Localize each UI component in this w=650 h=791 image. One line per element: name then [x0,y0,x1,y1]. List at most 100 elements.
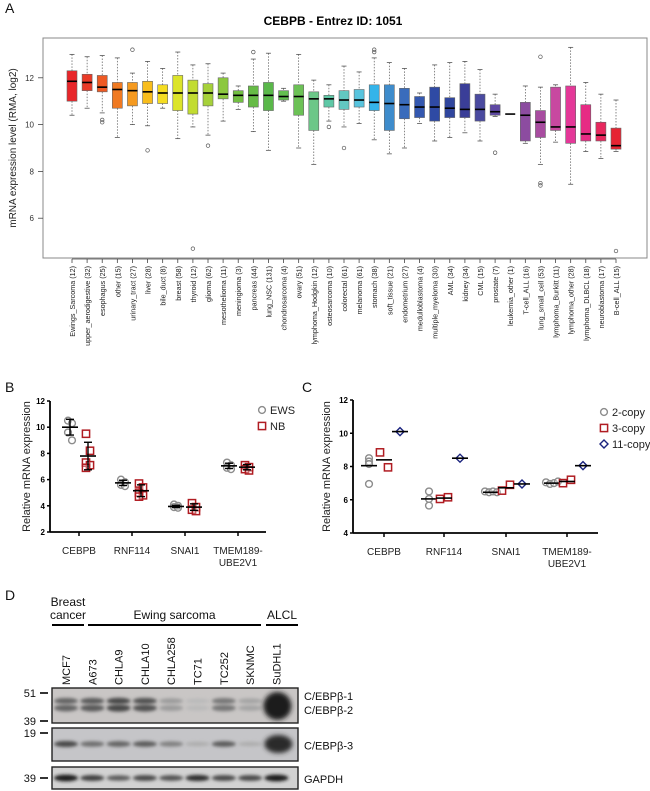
blot-gapdh: 39 GAPDH [24,766,343,790]
group-label: Breast [51,595,86,609]
data-point [81,463,91,473]
data-point [424,494,434,504]
y-tick-label: 8 [30,167,35,176]
data-point [244,466,254,475]
box-22 [399,68,410,149]
y-tick-label: 4 [344,529,349,538]
box-24 [429,64,440,142]
band [238,741,263,747]
x-tick-label: Ewings_Sarcoma (12) [68,266,77,337]
box-17 [323,84,335,130]
mw-marker-label: 39 [24,773,36,785]
data-point [492,488,502,497]
box-9 [202,63,214,148]
data-point [134,492,144,501]
x-tick-label: osteosarcoma (10) [325,266,334,326]
box-body [399,88,410,120]
box-body [157,84,168,104]
blot-membrane [51,687,299,724]
data-point [541,478,551,487]
band [211,698,236,704]
band [106,741,131,747]
legend: 2-copy 3-copy 11-copy [599,407,650,451]
data-point [480,487,490,496]
y-tick-label: 12 [25,74,34,83]
data-point [81,458,91,467]
x-tick-label: TMEM189- [213,546,262,557]
band [80,704,105,712]
data-point [173,501,183,510]
legend-marker [599,407,609,417]
x-tick-label: urinary_tract (27) [128,266,137,321]
box-2 [96,55,108,125]
data-point [549,479,559,488]
data-point [187,498,197,508]
box-body [217,77,229,100]
band-label: C/EBPβ-3 [304,741,353,753]
outlier-point [190,246,196,251]
legend-label: EWS [270,405,295,417]
outlier-point [613,248,619,254]
data-point [134,488,144,498]
box-27 [474,69,486,142]
lane-label: A673 [87,659,99,685]
lane-label: MCF7 [61,655,73,685]
x-tick-label: pancreas (44) [249,266,258,310]
data-point [226,461,236,470]
y-tick-label: 4 [41,502,46,511]
band [159,698,184,704]
lane-label: CHLA258 [166,637,178,685]
band [54,774,78,782]
x-tick-label: thyroid (12) [189,266,198,302]
outlier-point [130,47,135,52]
band [185,774,210,782]
outlier-point [492,150,498,155]
box-23 [414,92,425,124]
box-body [248,85,259,108]
data-point [484,488,494,497]
x-tick-label: lymphoma_Hodgkin (12) [310,266,319,344]
x-tick-label: SNAI1 [492,547,521,558]
data-point [435,494,445,504]
x-tick-label: glioma (62) [204,266,213,302]
x-tick-label: TMEM189- [542,547,591,558]
mw-marker-label: 39 [24,716,36,728]
box-35 [595,93,607,159]
data-point [383,462,393,472]
lane-label: SKNMC [245,645,257,685]
y-tick-label: 8 [344,463,349,472]
data-point [222,458,232,467]
box-body [202,83,214,107]
data-point [120,478,130,487]
x-tick-label: lung_NSC (131) [264,266,273,318]
blot-membrane [51,766,299,790]
box-body [535,110,546,138]
box-body [610,127,622,150]
data-point [116,480,126,489]
y-axis-label: Relative mRNA expression [21,401,33,532]
box-body [263,82,274,111]
band-label: GAPDH [304,774,343,786]
band [211,704,236,712]
x-tick-label: B-cell_ALL (15) [612,266,621,315]
box-7 [172,51,184,140]
x-tick-label: stomach (38) [370,266,379,308]
data-point [424,501,434,510]
mw-marker-label: 51 [24,688,36,700]
x-tick-label: lymphoma_other (28) [567,266,576,334]
box-body [353,89,365,108]
data-point [558,478,568,488]
box-body [293,84,304,116]
data-point [578,460,588,471]
band [80,697,105,705]
box-body [278,90,289,101]
legend-marker [257,421,267,431]
data-point [120,482,130,491]
x-tick-label: soft_tissue (21) [385,266,394,315]
box-body [368,84,380,111]
data-point [85,460,95,470]
data-point [116,475,126,484]
lane-label: TC252 [219,652,231,685]
box-26 [459,61,471,134]
x-tick-label: UBE2V1 [219,558,258,569]
